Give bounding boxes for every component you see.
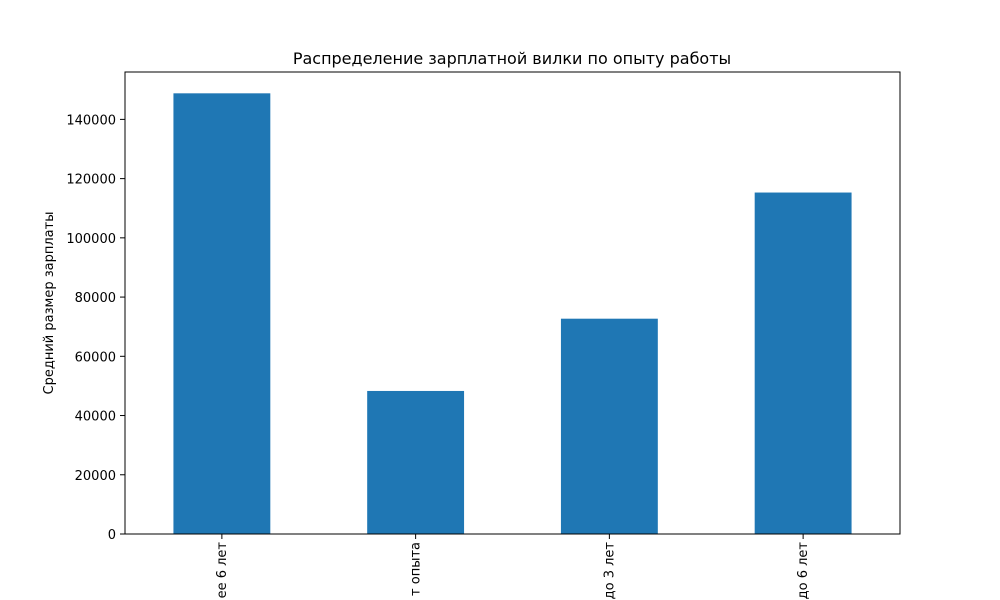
bar	[367, 390, 465, 534]
bars-group	[173, 93, 852, 535]
x-tick-label: т опыта	[409, 542, 424, 596]
x-tick-label: до 6 лет	[796, 542, 811, 600]
y-tick-label: 40000	[75, 410, 116, 425]
y-tick-label: 100000	[66, 232, 116, 247]
bar	[173, 93, 271, 535]
y-axis-label: Средний размер зарплаты	[42, 212, 57, 395]
y-tick-label: 80000	[75, 291, 116, 306]
y-tick-label: 60000	[75, 350, 116, 365]
x-tick-label: ее 6 лет	[215, 542, 230, 599]
y-tick-label: 20000	[75, 469, 116, 484]
y-axis: 0 20000 40000 60000 80000 100000 120000 140000	[66, 113, 125, 543]
chart-title: Распределение зарплатной вилки по опыту …	[293, 49, 731, 68]
y-tick-label: 0	[108, 528, 116, 543]
x-axis: ее 6 лет т опыта до 3 лет до 6 лет	[215, 534, 811, 599]
plot-frame	[124, 71, 901, 535]
bar	[754, 192, 852, 535]
y-tick-label: 120000	[66, 173, 116, 188]
y-tick-label: 140000	[66, 113, 116, 128]
x-tick-label: до 3 лет	[602, 542, 617, 600]
bar	[560, 318, 658, 534]
